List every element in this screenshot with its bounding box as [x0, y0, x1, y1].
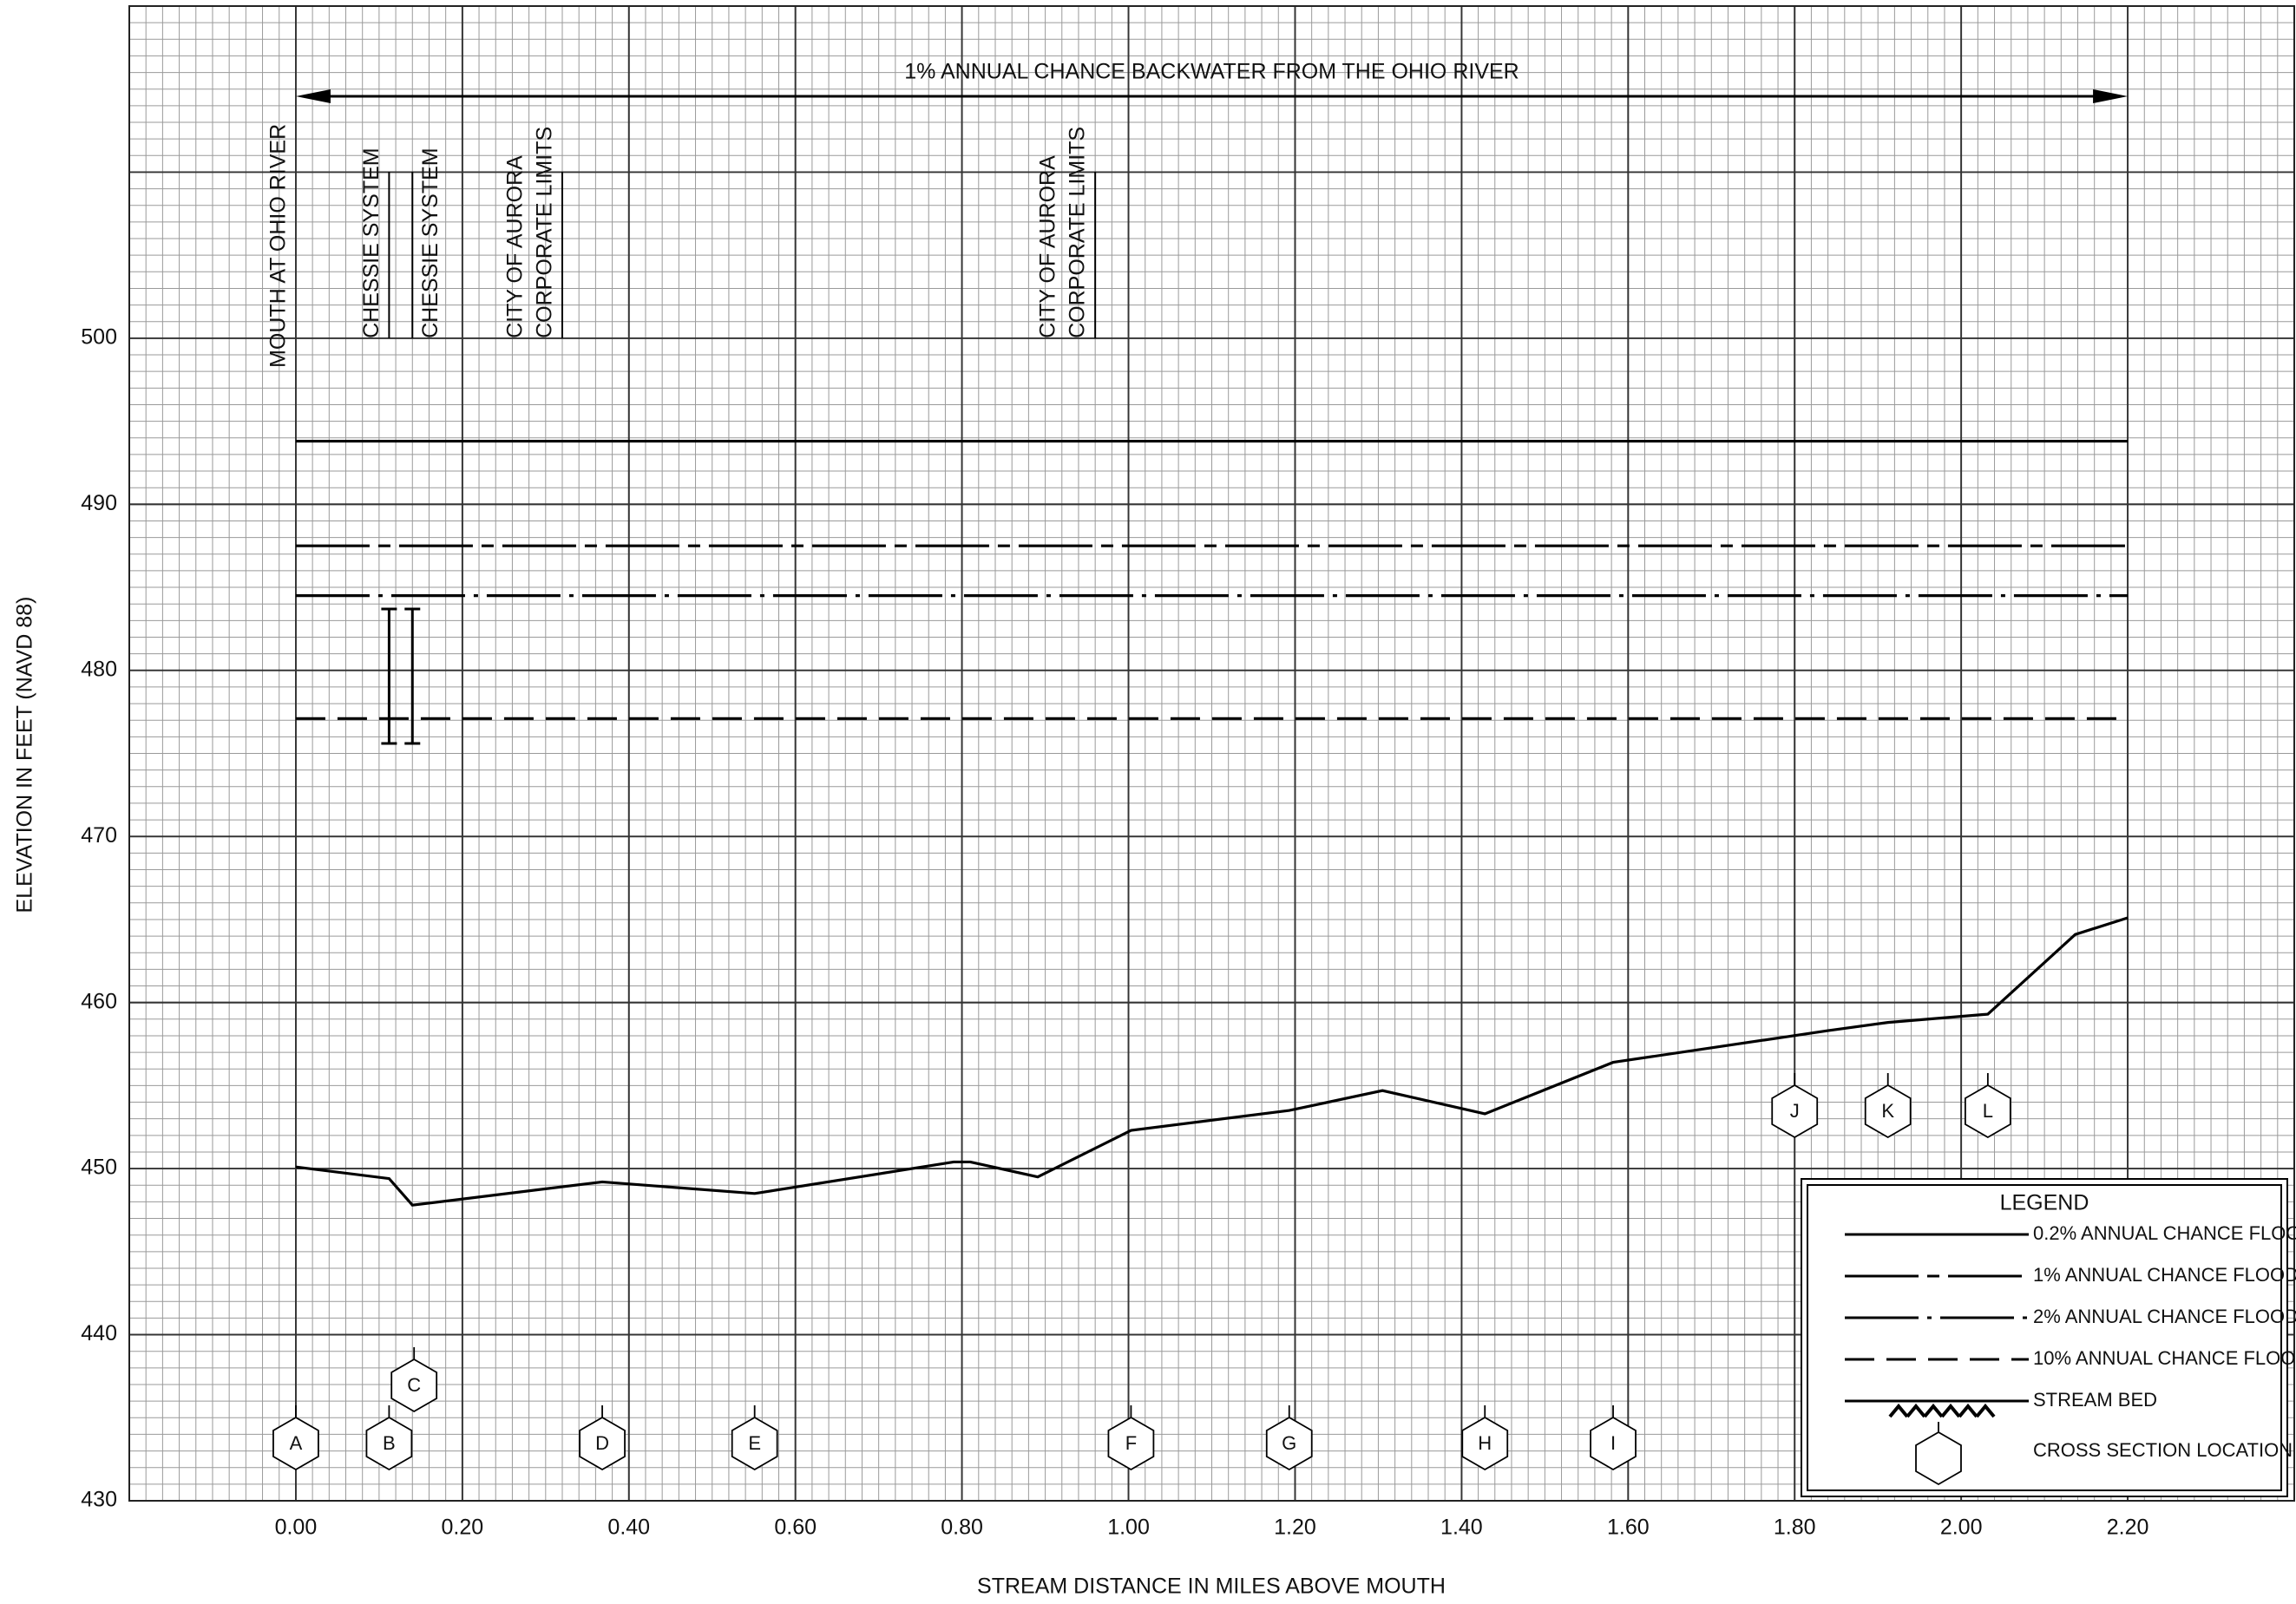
- y-tick-label: 470: [81, 823, 117, 848]
- cross-section-label: K: [1881, 1100, 1894, 1122]
- x-tick-label: 1.80: [1774, 1516, 1816, 1540]
- annotation-text: CITY OF AURORA: [1036, 155, 1060, 338]
- x-tick-label: 2.00: [1940, 1516, 1983, 1540]
- backwater-label: 1% ANNUAL CHANCE BACKWATER FROM THE OHIO…: [904, 60, 1519, 84]
- y-tick-label: 440: [81, 1321, 117, 1345]
- x-tick-label: 1.40: [1440, 1516, 1483, 1540]
- legend-hatch: [1923, 1403, 1944, 1418]
- cross-section-marker: [1265, 1416, 1313, 1471]
- cross-section-marker: [1461, 1416, 1509, 1471]
- plot-area: A B C D E F G H I J K L: [272, 439, 2129, 1471]
- cross-section-label: E: [748, 1432, 761, 1454]
- annotation-text: CORPORATE LIMITS: [533, 127, 557, 338]
- legend-hatch: [1888, 1403, 1909, 1418]
- cross-section-label: C: [407, 1374, 421, 1396]
- legend-label: 0.2% ANNUAL CHANCE FLOOD: [2033, 1222, 2296, 1244]
- annotation-text: MOUTH AT OHIO RIVER: [266, 124, 291, 368]
- y-tick-label: 430: [81, 1488, 117, 1512]
- arrowhead: [295, 89, 331, 103]
- cross-section-label: J: [1790, 1100, 1800, 1122]
- cross-section-label: A: [290, 1432, 303, 1454]
- cross-section-label: L: [1983, 1100, 1993, 1122]
- legend-box-inner: [1807, 1184, 2282, 1491]
- legend-hatch: [1940, 1403, 1961, 1418]
- x-tick-label: 1.20: [1274, 1516, 1316, 1540]
- legend-label: 10% ANNUAL CHANCE FLOOD: [2033, 1347, 2296, 1369]
- cross-section-label: H: [1478, 1432, 1492, 1454]
- x-tick-label: 2.20: [2107, 1516, 2149, 1540]
- annotation-text: CHESSIE SYSTEM: [359, 147, 384, 338]
- legend-hatch: [1958, 1403, 1978, 1418]
- legend-title: LEGEND: [2000, 1191, 2089, 1215]
- cross-section-marker: [1964, 1084, 2011, 1139]
- y-tick-label: 480: [81, 657, 117, 681]
- plot-frame: [128, 5, 2295, 1502]
- annotation-text: CITY OF AURORA: [503, 155, 528, 338]
- legend-label: 1% ANNUAL CHANCE FLOOD: [2033, 1264, 2296, 1286]
- x-axis-label: STREAM DISTANCE IN MILES ABOVE MOUTH: [977, 1575, 1446, 1599]
- cross-section-marker: [1771, 1084, 1819, 1139]
- annotation-text: CHESSIE SYSTEM: [418, 147, 443, 338]
- annotation-text: CORPORATE LIMITS: [1066, 127, 1090, 338]
- legend-hatch: [1975, 1403, 1996, 1418]
- cross-section-marker: [731, 1416, 778, 1471]
- x-tick-label: 0.80: [941, 1516, 983, 1540]
- y-tick-label: 500: [81, 324, 117, 349]
- cross-section-label: B: [383, 1432, 396, 1454]
- x-tick-label: 0.00: [275, 1516, 318, 1540]
- cross-section-label: I: [1610, 1432, 1616, 1454]
- y-tick-label: 490: [81, 491, 117, 515]
- cross-section-marker: [272, 1416, 319, 1471]
- legend-cross-section: [1915, 1431, 1962, 1486]
- cross-section-marker: [390, 1358, 438, 1413]
- x-tick-label: 0.40: [607, 1516, 650, 1540]
- arrowhead: [2093, 89, 2129, 103]
- cross-section-marker: [1107, 1416, 1155, 1471]
- legend-box: [1801, 1178, 2288, 1497]
- legend-label: CROSS SECTION LOCATION: [2033, 1439, 2293, 1461]
- legend-label: STREAM BED: [2033, 1389, 2157, 1411]
- x-tick-label: 0.60: [774, 1516, 817, 1540]
- legend-label: 2% ANNUAL CHANCE FLOOD: [2033, 1306, 2296, 1327]
- cross-section-marker: [1590, 1416, 1637, 1471]
- y-axis-label: ELEVATION IN FEET (NAVD 88): [13, 597, 37, 913]
- cross-section-label: G: [1282, 1432, 1296, 1454]
- y-tick-label: 460: [81, 989, 117, 1013]
- x-tick-label: 1.00: [1107, 1516, 1150, 1540]
- series-line: [295, 916, 2129, 1207]
- legend-hatch: [1906, 1403, 1926, 1418]
- cross-section-marker: [579, 1416, 626, 1471]
- x-tick-label: 0.20: [442, 1516, 484, 1540]
- cross-section-marker: [365, 1416, 413, 1471]
- cross-section-label: F: [1125, 1432, 1137, 1454]
- x-tick-label: 1.60: [1607, 1516, 1650, 1540]
- y-tick-label: 450: [81, 1156, 117, 1180]
- cross-section-marker: [1864, 1084, 1912, 1139]
- cross-section-label: D: [595, 1432, 609, 1454]
